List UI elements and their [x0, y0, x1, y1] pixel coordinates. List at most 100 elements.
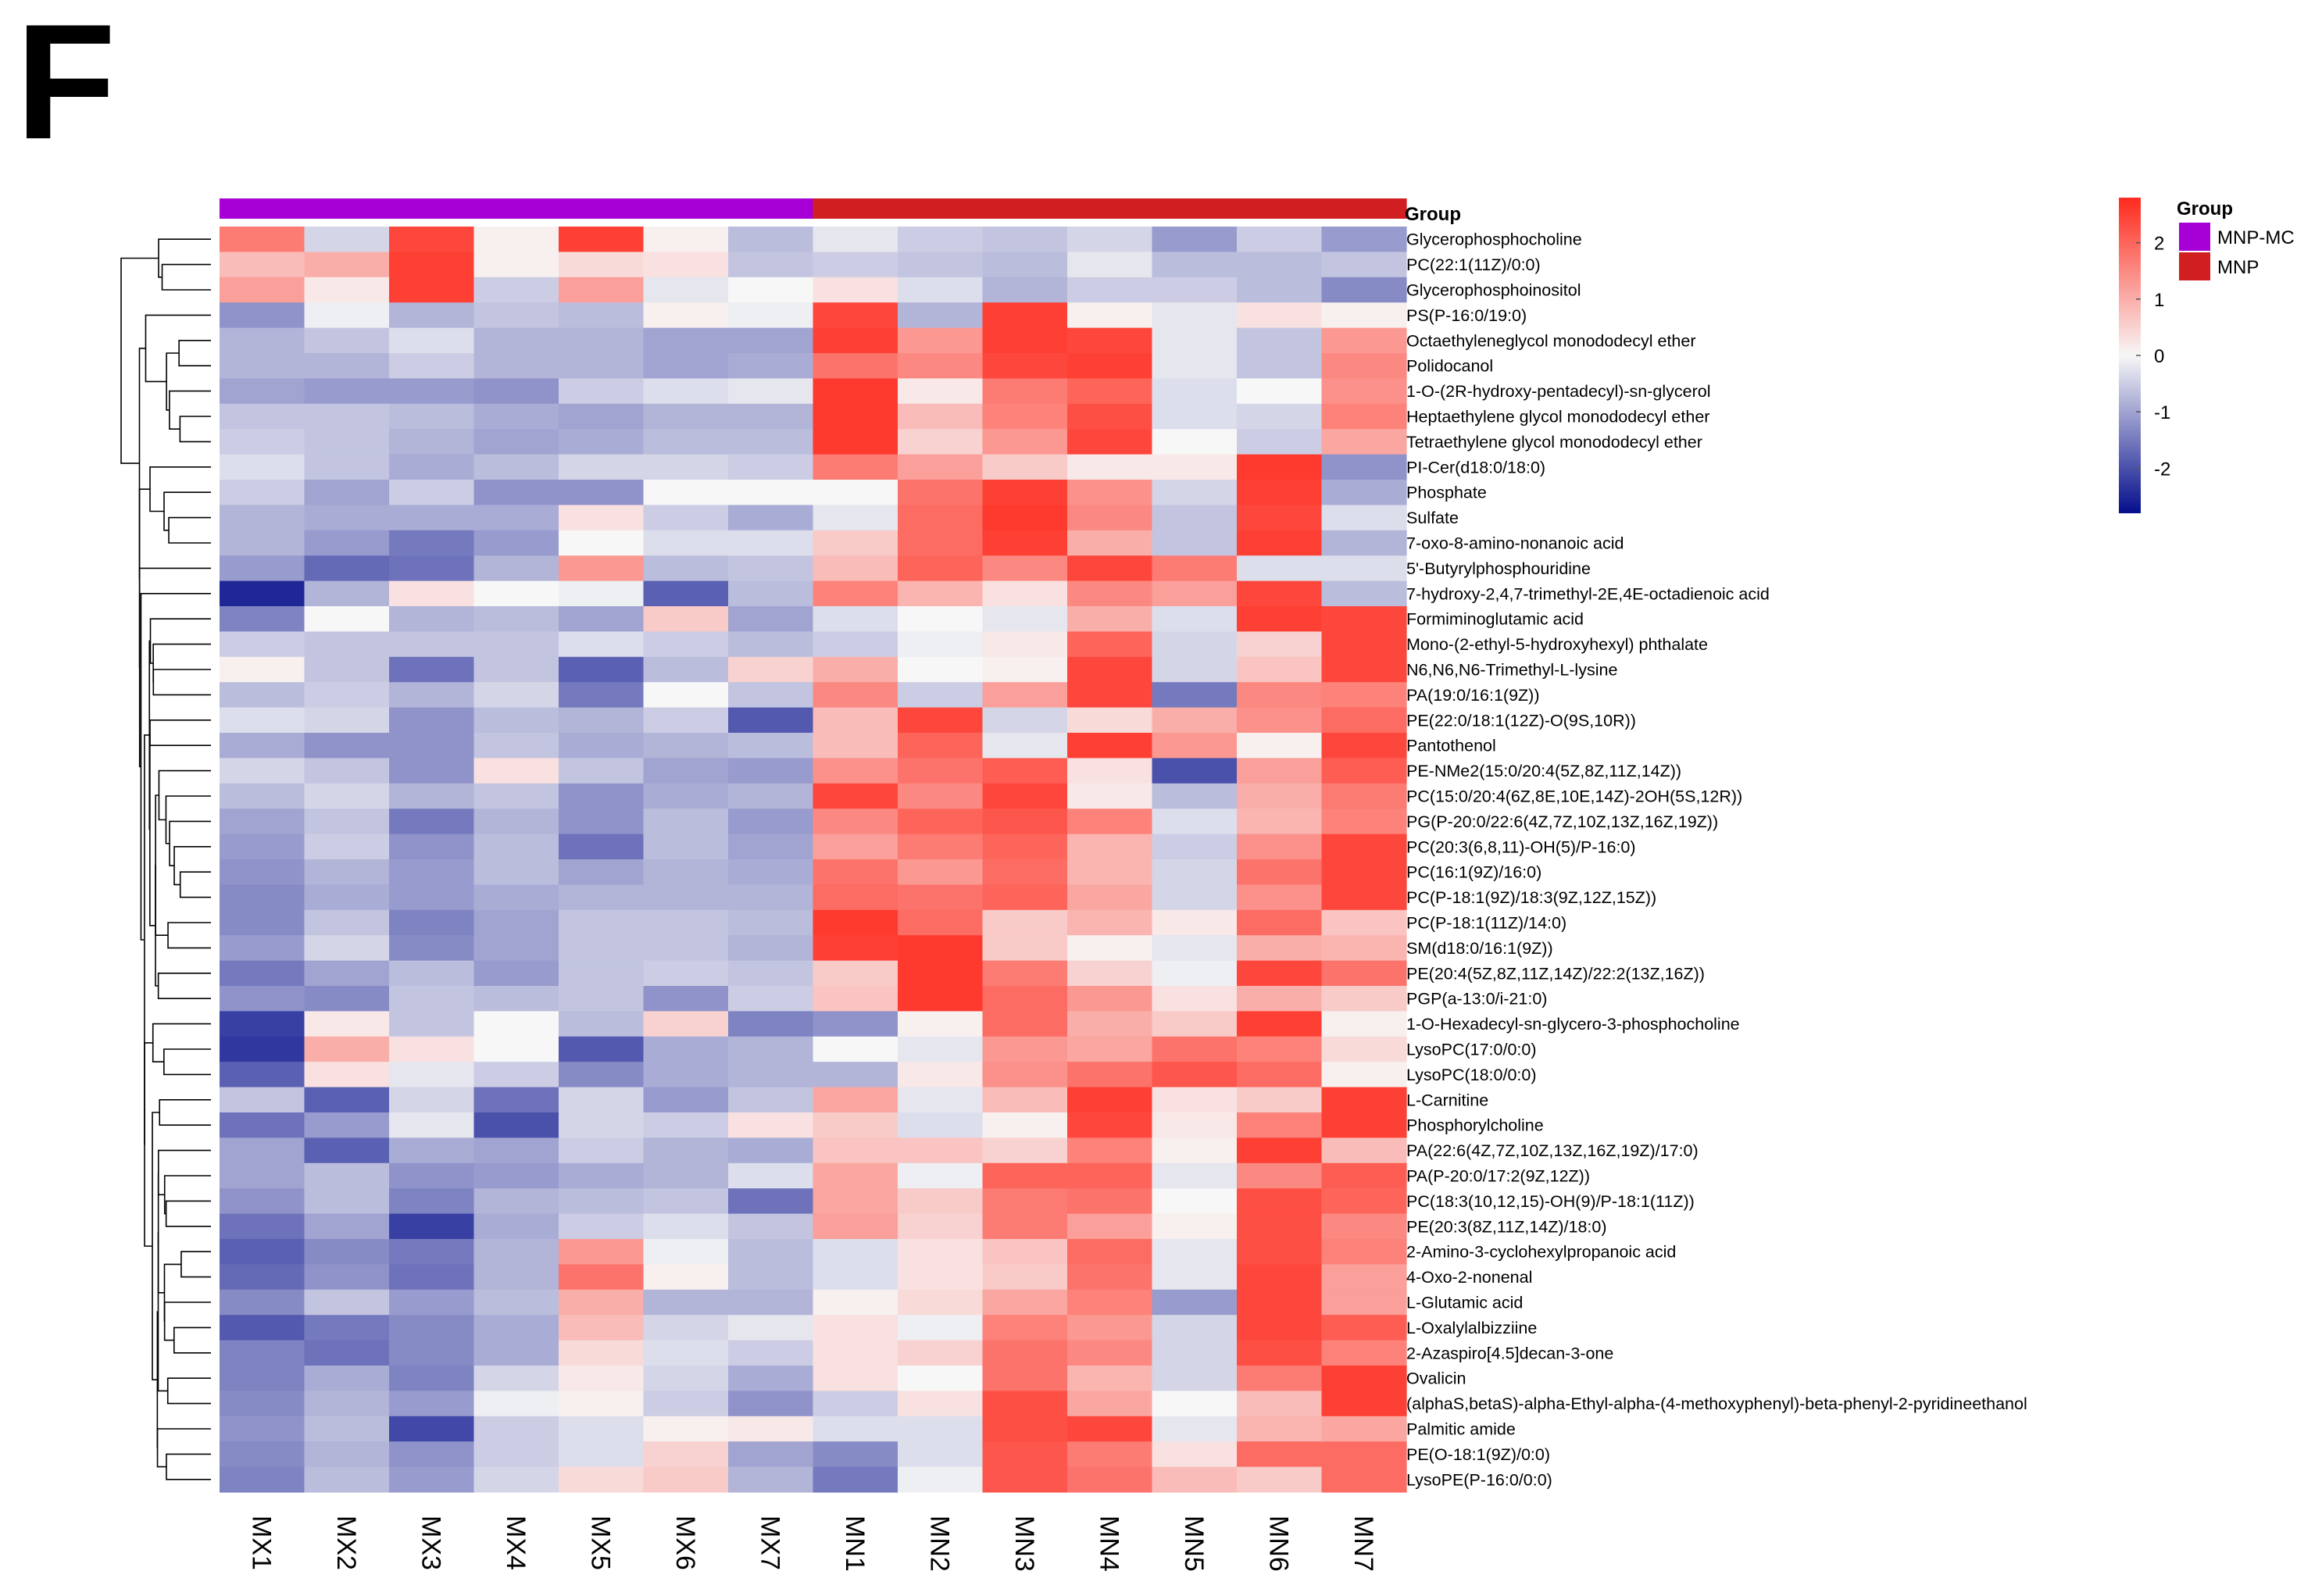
- heatmap-cell: [813, 1213, 898, 1240]
- heatmap-cell: [898, 809, 984, 835]
- heatmap-cell: [982, 403, 1068, 430]
- heatmap-cell: [220, 1366, 305, 1391]
- heatmap-cell: [1067, 1466, 1153, 1493]
- heatmap-cell: [1321, 1340, 1407, 1366]
- heatmap-cell: [982, 353, 1068, 379]
- heatmap-cell: [898, 302, 984, 329]
- row-label: PC(20:3(6,8,11)-OH(5)/P-16:0): [1406, 837, 1636, 856]
- heatmap-cell: [389, 1239, 475, 1265]
- heatmap-cell: [813, 656, 898, 683]
- heatmap-cell: [1237, 480, 1323, 505]
- dendrogram-branch: [179, 871, 211, 898]
- heatmap-cell: [728, 1011, 814, 1037]
- dendrogram-branch: [152, 1023, 211, 1062]
- heatmap-cell: [389, 960, 475, 987]
- heatmap-cell: [1321, 1011, 1407, 1037]
- heatmap-cell: [813, 1062, 898, 1088]
- heatmap-cell: [643, 606, 729, 632]
- heatmap-cell: [813, 707, 898, 734]
- heatmap-cell: [220, 631, 305, 658]
- heatmap-cell: [1152, 783, 1238, 809]
- heatmap-cell: [728, 429, 814, 455]
- heatmap-cell: [1067, 656, 1153, 683]
- heatmap-cell: [1237, 1466, 1323, 1493]
- heatmap-cell: [473, 530, 559, 556]
- heatmap-cell: [813, 834, 898, 860]
- dendrogram-branch: [140, 593, 211, 941]
- heatmap-cell: [304, 606, 390, 632]
- heatmap-cell: [898, 834, 984, 860]
- heatmap-cell: [898, 1011, 984, 1037]
- heatmap-cell: [1152, 252, 1238, 278]
- heatmap-cell: [389, 353, 475, 379]
- heatmap-cell: [813, 378, 898, 405]
- row-label: PC(P-18:1(9Z)/18:3(9Z,12Z,15Z)): [1406, 888, 1656, 907]
- heatmap-cell: [728, 1112, 814, 1138]
- heatmap-cell: [643, 758, 729, 784]
- heatmap-cell: [559, 1239, 645, 1265]
- dendrogram-branch: [180, 1251, 211, 1278]
- heatmap-cell: [643, 403, 729, 430]
- column-label: MX6: [670, 1516, 700, 1570]
- heatmap-cell: [1067, 530, 1153, 556]
- heatmap-cell: [982, 1011, 1068, 1037]
- heatmap-cell: [304, 1466, 390, 1493]
- heatmap-cell: [389, 1366, 475, 1391]
- heatmap-cell: [559, 555, 645, 582]
- heatmap-cell: [389, 631, 475, 658]
- row-label: Palmitic amide: [1406, 1420, 1516, 1439]
- heatmap-cell: [389, 1087, 475, 1113]
- row-label: PG(P-20:0/22:6(4Z,7Z,10Z,13Z,16Z,19Z)): [1406, 812, 1718, 831]
- heatmap-cell: [1321, 733, 1407, 759]
- heatmap-cell: [728, 1441, 814, 1468]
- row-label: PC(16:1(9Z)/16:0): [1406, 863, 1541, 882]
- heatmap-cell: [1152, 1062, 1238, 1088]
- column-label: MN7: [1349, 1516, 1378, 1572]
- heatmap-cell: [304, 429, 390, 455]
- heatmap-cell: [982, 227, 1068, 252]
- heatmap-cell: [1237, 1391, 1323, 1417]
- heatmap-cell: [473, 631, 559, 658]
- annotation-cell: [898, 198, 984, 219]
- annotation-cell: [559, 198, 645, 219]
- heatmap-cell: [1237, 859, 1323, 885]
- heatmap-cell: [898, 403, 984, 430]
- heatmap-cell: [1152, 707, 1238, 734]
- heatmap-cell: [813, 530, 898, 556]
- heatmap-cell: [1152, 631, 1238, 658]
- heatmap-cell: [1067, 809, 1153, 835]
- dendrogram-branch: [163, 1301, 211, 1341]
- heatmap-cell: [220, 986, 305, 1012]
- heatmap-cell: [1067, 1366, 1153, 1391]
- heatmap-cell: [1067, 302, 1153, 329]
- row-label: Phosphorylcholine: [1406, 1116, 1544, 1135]
- heatmap-cell: [1237, 302, 1323, 329]
- heatmap-cell: [389, 327, 475, 354]
- heatmap-cell: [473, 834, 559, 860]
- heatmap-cell: [559, 733, 645, 759]
- dendrogram-branch: [163, 1048, 211, 1076]
- heatmap-cell: [813, 1239, 898, 1265]
- heatmap-cell: [813, 1441, 898, 1468]
- heatmap-cell: [1321, 480, 1407, 505]
- heatmap-cell: [898, 1188, 984, 1215]
- dendrogram-branch: [178, 340, 211, 366]
- heatmap-cell: [1067, 555, 1153, 582]
- heatmap-cell: [982, 252, 1068, 278]
- heatmap-cell: [643, 1315, 729, 1341]
- heatmap-cell: [813, 227, 898, 252]
- heatmap-cell: [304, 277, 390, 303]
- heatmap-cell: [220, 1466, 305, 1493]
- heatmap-cell: [389, 429, 475, 455]
- heatmap-cell: [304, 505, 390, 531]
- heatmap-cell: [898, 935, 984, 962]
- heatmap-cell: [728, 884, 814, 911]
- heatmap-cell: [1152, 353, 1238, 379]
- heatmap-cell: [643, 935, 729, 962]
- row-label: Heptaethylene glycol monododecyl ether: [1406, 408, 1709, 427]
- heatmap-cell: [473, 1315, 559, 1341]
- heatmap-cell: [1237, 1441, 1323, 1468]
- heatmap-cell: [1321, 227, 1407, 252]
- heatmap-cell: [982, 1391, 1068, 1417]
- heatmap-cell: [559, 1162, 645, 1189]
